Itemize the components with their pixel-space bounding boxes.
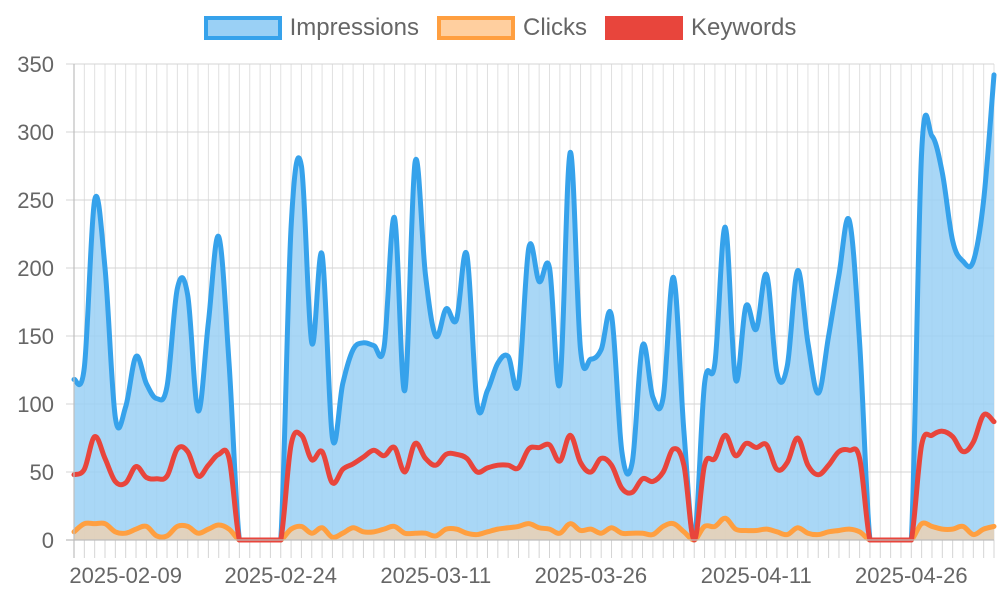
series-impressions (71, 72, 997, 543)
series-area-clicks (74, 518, 994, 540)
x-axis-labels: 2025-02-09 2025-02-24 2025-03-11 2025-03-26… (69, 563, 967, 588)
x-tick-label: 2025-04-11 (701, 563, 812, 588)
legend-label-clicks: Clicks (523, 14, 587, 41)
x-tick-label: 2025-03-26 (535, 563, 648, 588)
series-line-impressions (71, 72, 997, 543)
y-tick-label: 150 (17, 324, 54, 349)
series-line-keywords (71, 411, 997, 543)
series-area-impressions (74, 74, 994, 540)
x-axis-ticks (66, 63, 995, 558)
legend-swatch-clicks (437, 16, 515, 40)
y-tick-label: 50 (30, 460, 54, 485)
y-tick-label: 0 (42, 528, 54, 553)
y-tick-label: 350 (17, 52, 54, 77)
series-line-clicks (71, 515, 997, 543)
legend-item-impressions[interactable]: Impressions (203, 14, 419, 42)
y-tick-label: 300 (17, 120, 54, 145)
legend-label-keywords: Keywords (691, 14, 797, 41)
legend-swatch-impressions (203, 16, 282, 40)
plot-area (71, 72, 997, 543)
legend-item-keywords[interactable]: Keywords (605, 14, 796, 42)
y-tick-label: 250 (17, 188, 54, 213)
legend-item-clicks[interactable]: Clicks (437, 14, 587, 42)
legend-swatch-keywords (605, 16, 683, 40)
series-clicks (71, 515, 997, 543)
chart-legend: Impressions Clicks Keywords (0, 14, 1000, 42)
x-tick-label: 2025-02-24 (224, 563, 337, 588)
x-tick-label: 2025-03-11 (380, 563, 491, 588)
y-tick-label: 100 (17, 392, 54, 417)
x-tick-label: 2025-04-26 (855, 563, 968, 588)
series-keywords (71, 411, 997, 543)
x-tick-label: 2025-02-09 (69, 563, 182, 588)
legend-label-impressions: Impressions (289, 14, 419, 41)
y-axis-labels: 0 50 100 150 200 250 300 350 (17, 52, 54, 553)
y-tick-label: 200 (17, 256, 54, 281)
